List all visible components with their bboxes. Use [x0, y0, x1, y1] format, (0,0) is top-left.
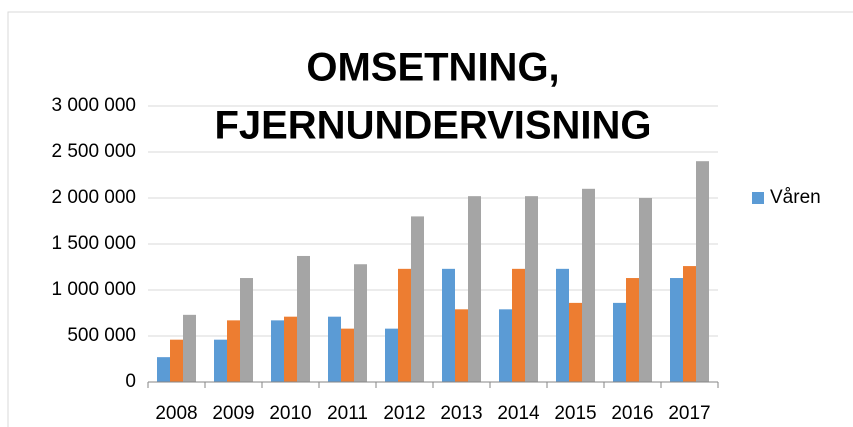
bar — [411, 216, 424, 382]
bar — [240, 278, 253, 382]
chart-title: FJERNUNDERVISNING — [214, 104, 651, 148]
bar — [582, 188, 595, 382]
bar — [512, 268, 525, 382]
x-tick-label: 2010 — [269, 403, 311, 424]
bar — [341, 328, 354, 382]
legend-swatch — [752, 192, 764, 204]
x-tick-label: 2008 — [155, 403, 197, 424]
bar — [442, 268, 455, 382]
y-tick-label: 2 000 000 — [51, 187, 136, 208]
bar — [556, 268, 569, 382]
y-tick-label: 1 500 000 — [51, 233, 136, 254]
x-tick-label: 2012 — [383, 403, 425, 424]
y-tick-label: 3 000 000 — [51, 95, 136, 116]
bar — [683, 266, 696, 382]
x-tick-label: 2015 — [554, 403, 596, 424]
bar — [284, 316, 297, 382]
bar — [271, 320, 284, 382]
bar — [525, 196, 538, 382]
bar — [468, 196, 481, 382]
bar — [398, 268, 411, 382]
bar — [157, 357, 170, 382]
x-tick-label: 2017 — [668, 403, 710, 424]
bar — [227, 320, 240, 382]
y-tick-label: 2 500 000 — [51, 141, 136, 162]
y-tick-label: 500 000 — [67, 325, 136, 346]
x-tick-label: 2014 — [497, 403, 540, 424]
legend-label: Våren — [770, 187, 821, 208]
x-tick-label: 2011 — [327, 403, 368, 424]
bar — [354, 264, 367, 382]
bar — [183, 314, 196, 382]
bar — [170, 339, 183, 382]
x-tick-label: 2016 — [611, 403, 653, 424]
bar — [613, 302, 626, 382]
bar — [696, 161, 709, 382]
bar — [639, 198, 652, 382]
bar — [214, 339, 227, 382]
bar — [455, 309, 468, 382]
x-tick-label: 2009 — [212, 403, 254, 424]
bar — [626, 278, 639, 382]
y-tick-label: 1 000 000 — [51, 279, 136, 300]
bar — [569, 302, 582, 382]
bar — [670, 278, 683, 382]
bar — [499, 309, 512, 382]
bar — [328, 316, 341, 382]
y-tick-label: 0 — [125, 371, 136, 392]
bar — [385, 328, 398, 382]
chart-title: OMSETNING, — [306, 46, 559, 90]
x-tick-label: 2013 — [440, 403, 482, 424]
chart-border — [7, 11, 853, 427]
bar — [297, 255, 310, 382]
